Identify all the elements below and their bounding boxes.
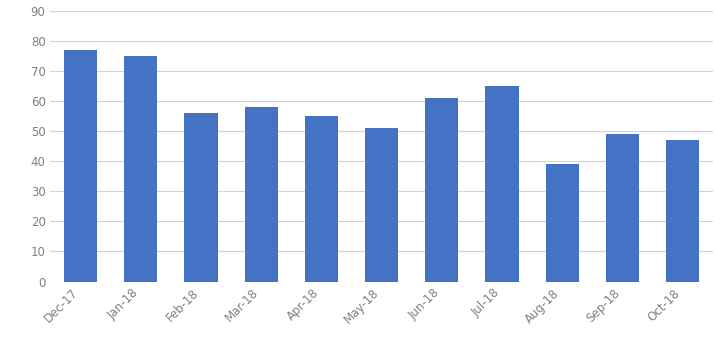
Bar xyxy=(365,128,398,282)
Bar xyxy=(606,134,639,282)
Bar xyxy=(485,86,518,282)
Bar xyxy=(426,98,459,282)
Bar xyxy=(546,164,579,282)
Bar xyxy=(184,113,217,282)
Bar xyxy=(666,140,699,282)
Bar xyxy=(305,116,338,282)
Bar xyxy=(124,56,157,282)
Bar xyxy=(64,50,97,282)
Bar xyxy=(245,107,278,282)
